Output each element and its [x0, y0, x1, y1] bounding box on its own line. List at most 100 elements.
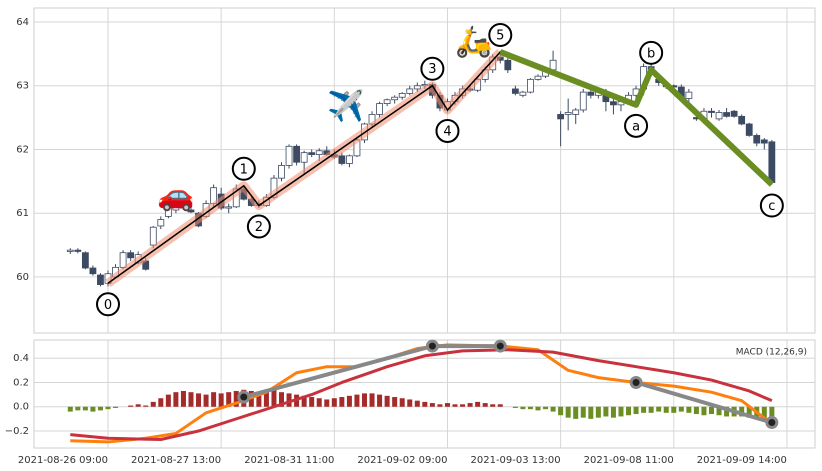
- histogram-bar: [361, 393, 367, 407]
- candle-body: [760, 139, 768, 144]
- wave-label: b: [647, 46, 655, 61]
- histogram-bar: [286, 393, 292, 407]
- x-tick-label: 2021-08-27 13:00: [131, 455, 221, 466]
- histogram-bar: [354, 394, 360, 407]
- wave-label: 4: [443, 124, 451, 139]
- histogram-bar: [226, 392, 232, 407]
- histogram-bar: [671, 406, 677, 413]
- candle-body: [315, 150, 323, 155]
- histogram-bar: [75, 406, 81, 411]
- histogram-bar: [693, 406, 699, 415]
- wave-label: 2: [255, 220, 263, 235]
- histogram-bar: [173, 392, 179, 407]
- y-tick-label: 63: [16, 81, 29, 92]
- candle-body: [164, 206, 172, 217]
- x-tick-label: 2021-09-09 14:00: [697, 455, 787, 466]
- x-tick-label: 2021-08-31 11:00: [244, 455, 334, 466]
- histogram-bar: [656, 406, 662, 412]
- histogram-bar: [203, 394, 209, 407]
- histogram-bar: [165, 394, 171, 407]
- histogram-bar: [158, 398, 164, 407]
- histogram-bar: [444, 403, 450, 407]
- impulse-line: [107, 51, 501, 284]
- histogram-bar: [392, 397, 398, 407]
- histogram-bar: [301, 395, 307, 407]
- histogram-bar: [407, 399, 413, 407]
- histogram-bar: [761, 406, 767, 421]
- histogram-bar: [678, 406, 684, 412]
- candle-body: [157, 219, 165, 227]
- histogram-bar: [128, 405, 134, 407]
- wave-marker: [488, 22, 513, 47]
- wave-marker: [231, 156, 256, 181]
- candle-body: [685, 91, 693, 99]
- histogram-bar: [399, 398, 405, 407]
- histogram-bar: [309, 397, 315, 407]
- histogram-bar: [580, 406, 586, 418]
- y-tick-label: 60: [16, 272, 29, 283]
- candle-body: [504, 59, 512, 71]
- wave-marker: [96, 292, 121, 317]
- y-tick-label: 0.2: [13, 377, 29, 388]
- histogram-bar: [339, 397, 345, 407]
- histogram-bar: [724, 406, 730, 417]
- histogram-bar: [769, 406, 775, 422]
- candle-body: [225, 206, 233, 209]
- histogram-bar: [429, 403, 435, 407]
- candle-body: [383, 99, 391, 104]
- histogram-bar: [565, 406, 571, 418]
- wave-icon: 🚗: [157, 178, 194, 213]
- histogram-bar: [701, 406, 707, 416]
- histogram-bar: [648, 406, 654, 413]
- macd-wave-point: [237, 390, 251, 404]
- histogram-bar: [595, 406, 601, 418]
- x-tick-label: 2021-08-26 09:00: [18, 455, 108, 466]
- wave-label: c: [768, 199, 775, 214]
- histogram-bar: [497, 404, 503, 407]
- candle-body: [180, 206, 187, 209]
- candle-body: [715, 112, 723, 120]
- histogram-bar: [618, 406, 624, 417]
- candle-body: [511, 88, 519, 94]
- candle-body: [406, 88, 414, 94]
- candle-body: [127, 252, 135, 259]
- candle-body: [579, 91, 587, 111]
- histogram-bar: [460, 404, 466, 407]
- histogram-bar: [150, 401, 156, 407]
- candle-body: [564, 112, 572, 115]
- panel-frame: [33, 339, 816, 449]
- histogram-bar: [196, 393, 202, 407]
- histogram-bar: [686, 406, 692, 413]
- histogram-bar: [316, 398, 322, 407]
- wave-marker: [246, 214, 271, 239]
- histogram-bar: [384, 395, 390, 407]
- candle-body: [723, 112, 730, 117]
- x-tick-label: 2021-09-02 09:00: [357, 455, 447, 466]
- candle-body: [708, 110, 715, 113]
- candle-body: [89, 267, 97, 275]
- wave-marker: [759, 193, 784, 218]
- wave-marker: [420, 56, 445, 81]
- histogram-bar: [573, 406, 579, 419]
- wave-label: 5: [496, 28, 504, 43]
- histogram-bar: [113, 406, 119, 408]
- wave-marker: [435, 118, 460, 143]
- histogram-bar: [467, 403, 473, 407]
- candle-body: [610, 101, 617, 106]
- histogram-bar: [535, 406, 541, 411]
- candle-body: [557, 114, 565, 120]
- histogram-bar: [550, 406, 556, 412]
- histogram-bar: [610, 406, 616, 418]
- candle-body: [149, 226, 157, 246]
- histogram-bar: [641, 406, 647, 413]
- histogram-bar: [346, 395, 352, 407]
- histogram-bar: [331, 398, 337, 407]
- wave-icon: ✈️: [327, 87, 364, 124]
- y-tick-label: 0.0: [13, 402, 29, 413]
- candle-body: [187, 209, 195, 213]
- x-tick-label: 2021-09-03 13:00: [471, 455, 561, 466]
- y-tick-label: 62: [16, 144, 29, 155]
- x-tick-label: 2021-09-08 11:00: [584, 455, 674, 466]
- macd-line: [70, 348, 773, 442]
